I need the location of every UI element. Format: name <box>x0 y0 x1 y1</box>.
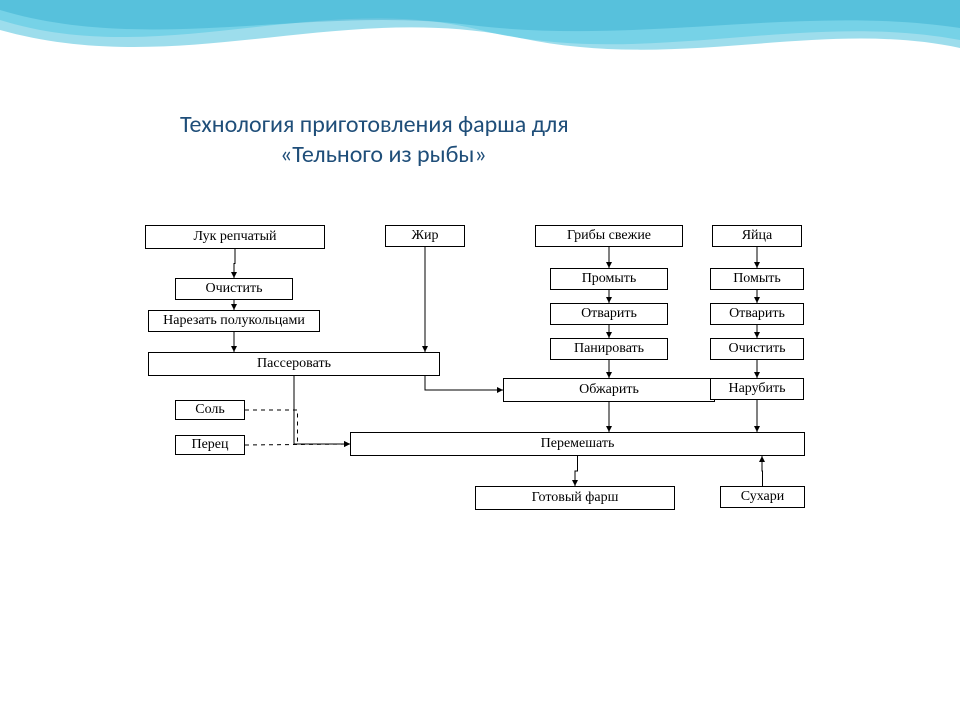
node-fat-label: Жир <box>411 228 438 244</box>
edge-crumbs-mix <box>762 456 763 486</box>
node-ewash-label: Помыть <box>733 271 781 287</box>
node-onion: Лук репчатый <box>145 225 325 249</box>
node-peel-label: Очистить <box>206 281 263 297</box>
node-pepper-label: Перец <box>191 437 228 453</box>
node-bread-label: Панировать <box>574 341 644 357</box>
edge-saute-mix <box>294 376 350 444</box>
node-peel: Очистить <box>175 278 293 300</box>
node-fry: Обжарить <box>503 378 715 402</box>
node-mix-label: Перемешать <box>541 436 615 452</box>
node-chop-label: Нарубить <box>728 381 785 397</box>
edge-onion-peel <box>234 249 235 278</box>
node-ewash: Помыть <box>710 268 804 290</box>
node-epeel: Очистить <box>710 338 804 360</box>
node-crumbs-label: Сухари <box>741 489 785 505</box>
node-fry-label: Обжарить <box>579 382 639 398</box>
node-salt: Соль <box>175 400 245 420</box>
node-crumbs: Сухари <box>720 486 805 508</box>
node-mushrooms: Грибы свежие <box>535 225 683 247</box>
node-saute: Пассеровать <box>148 352 440 376</box>
node-wash: Промыть <box>550 268 668 290</box>
node-mushrooms-label: Грибы свежие <box>567 228 651 244</box>
flowchart-canvas: Лук репчатый Очистить Нарезать полукольцам… <box>0 0 960 720</box>
node-eboil: Отварить <box>710 303 804 325</box>
node-ready: Готовый фарш <box>475 486 675 510</box>
edge-mix-ready <box>575 456 578 486</box>
edge-salt-mix <box>245 410 350 444</box>
node-chop: Нарубить <box>710 378 804 400</box>
node-salt-label: Соль <box>195 402 225 418</box>
node-boil: Отварить <box>550 303 668 325</box>
node-saute-label: Пассеровать <box>257 356 331 372</box>
node-boil-label: Отварить <box>581 306 637 322</box>
node-fat: Жир <box>385 225 465 247</box>
node-halfrings: Нарезать полукольцами <box>148 310 320 332</box>
node-wash-label: Промыть <box>582 271 637 287</box>
node-eggs: Яйца <box>712 225 802 247</box>
node-onion-label: Лук репчатый <box>193 229 276 245</box>
node-bread: Панировать <box>550 338 668 360</box>
node-mix: Перемешать <box>350 432 805 456</box>
node-ready-label: Готовый фарш <box>532 490 619 506</box>
node-halfrings-label: Нарезать полукольцами <box>163 313 305 329</box>
node-eboil-label: Отварить <box>729 306 785 322</box>
flowchart-edges <box>0 0 960 720</box>
node-epeel-label: Очистить <box>729 341 786 357</box>
node-eggs-label: Яйца <box>742 228 773 244</box>
node-pepper: Перец <box>175 435 245 455</box>
